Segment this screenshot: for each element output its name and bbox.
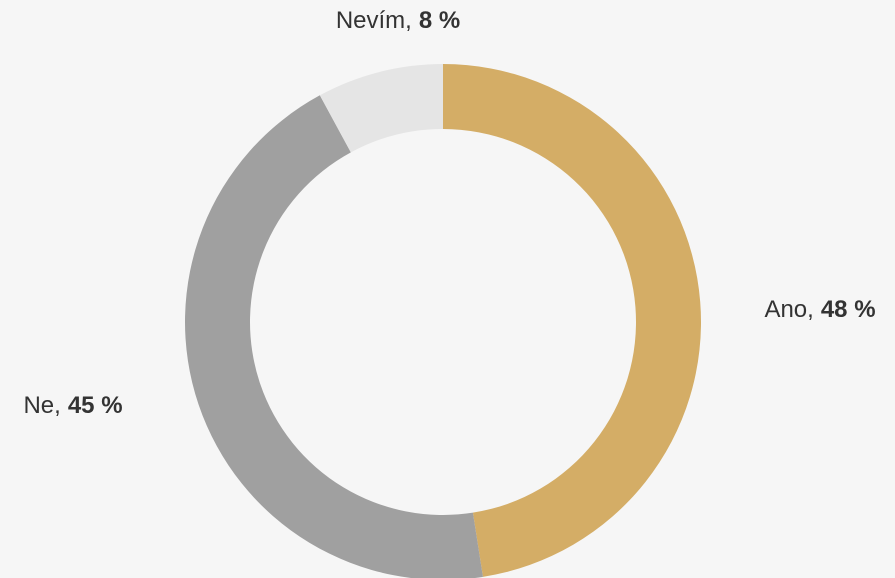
value-label: 8 % (419, 7, 460, 34)
donut-segment (443, 64, 701, 577)
category-label: Ano, (764, 296, 813, 323)
segment-label: Nevím, 8 % (336, 7, 460, 34)
category-label: Ne, (23, 392, 60, 419)
value-label: 48 % (821, 296, 876, 323)
donut-segment (319, 64, 443, 153)
donut-segment (185, 95, 483, 578)
category-label: Nevím, (336, 7, 412, 34)
segment-label: Ne, 45 % (23, 392, 122, 419)
value-label: 45 % (68, 392, 123, 419)
segment-label: Ano, 48 % (764, 296, 875, 323)
